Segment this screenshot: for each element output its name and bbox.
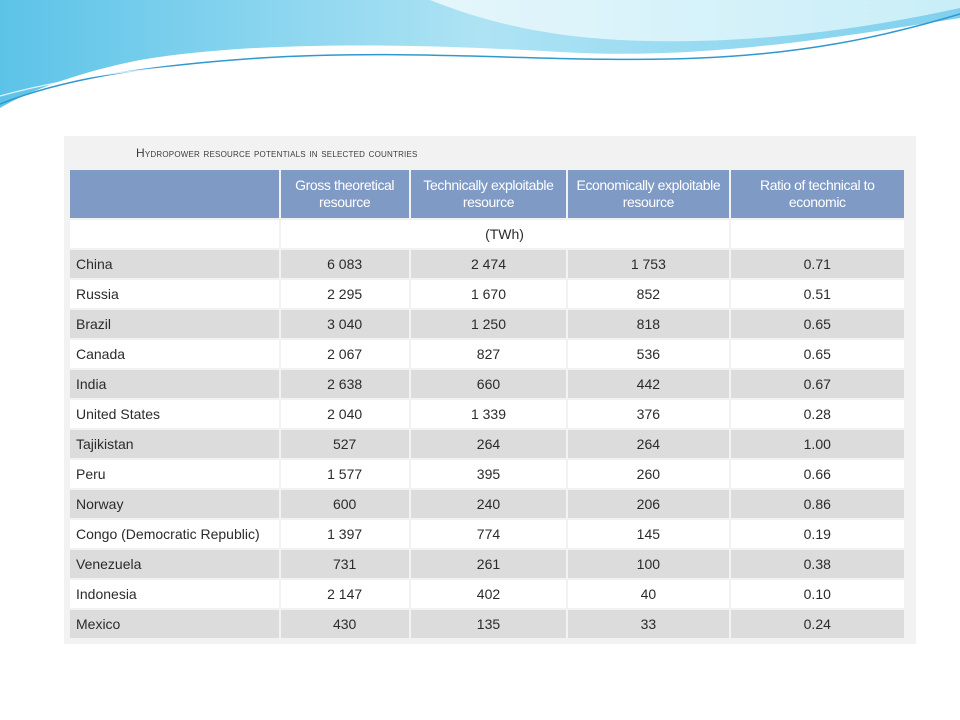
cell-technical: 1 339 [410,400,567,428]
cell-ratio: 0.38 [730,550,904,578]
cell-technical: 402 [410,580,567,608]
cell-country: Mexico [70,610,279,638]
cell-gross: 3 040 [280,310,409,338]
cell-country: Tajikistan [70,430,279,458]
table-row: Peru 1 577 395 260 0.66 [70,460,904,488]
cell-economic: 33 [568,610,729,638]
unit-row: (TWh) [70,220,904,248]
cell-gross: 6 083 [280,250,409,278]
table-row: China 6 083 2 474 1 753 0.71 [70,250,904,278]
cell-country: Congo (Democratic Republic) [70,520,279,548]
cell-gross: 2 147 [280,580,409,608]
cell-gross: 527 [280,430,409,458]
cell-technical: 774 [410,520,567,548]
cell-ratio: 0.71 [730,250,904,278]
cell-economic: 376 [568,400,729,428]
cell-ratio: 0.19 [730,520,904,548]
table-row: United States 2 040 1 339 376 0.28 [70,400,904,428]
cell-gross: 731 [280,550,409,578]
cell-economic: 852 [568,280,729,308]
decorative-wave-banner [0,0,960,108]
header-economic: Economically exploitable resource [568,170,729,218]
hydropower-table: Gross theoretical resource Technically e… [68,168,906,640]
cell-gross: 2 040 [280,400,409,428]
table-header-row: Gross theoretical resource Technically e… [70,170,904,218]
table-row: Indonesia 2 147 402 40 0.10 [70,580,904,608]
cell-country: Peru [70,460,279,488]
table-row: Brazil 3 040 1 250 818 0.65 [70,310,904,338]
cell-technical: 395 [410,460,567,488]
cell-technical: 1 670 [410,280,567,308]
cell-ratio: 0.51 [730,280,904,308]
header-ratio: Ratio of technical to economic [730,170,904,218]
cell-economic: 442 [568,370,729,398]
cell-country: United States [70,400,279,428]
header-technical: Technically exploitable resource [410,170,567,218]
unit-label: (TWh) [280,220,729,248]
cell-country: India [70,370,279,398]
cell-technical: 2 474 [410,250,567,278]
cell-ratio: 0.86 [730,490,904,518]
cell-technical: 135 [410,610,567,638]
cell-technical: 827 [410,340,567,368]
cell-ratio: 0.10 [730,580,904,608]
cell-economic: 536 [568,340,729,368]
cell-technical: 261 [410,550,567,578]
cell-gross: 2 638 [280,370,409,398]
cell-gross: 600 [280,490,409,518]
cell-ratio: 0.66 [730,460,904,488]
cell-country: Norway [70,490,279,518]
cell-ratio: 0.24 [730,610,904,638]
cell-economic: 100 [568,550,729,578]
cell-country: Brazil [70,310,279,338]
cell-country: Venezuela [70,550,279,578]
cell-economic: 818 [568,310,729,338]
table-row: Norway 600 240 206 0.86 [70,490,904,518]
table-row: Russia 2 295 1 670 852 0.51 [70,280,904,308]
table-row: Venezuela 731 261 100 0.38 [70,550,904,578]
cell-country: Russia [70,280,279,308]
cell-economic: 260 [568,460,729,488]
table-row: India 2 638 660 442 0.67 [70,370,904,398]
cell-ratio: 0.28 [730,400,904,428]
cell-country: Canada [70,340,279,368]
cell-economic: 1 753 [568,250,729,278]
cell-ratio: 0.67 [730,370,904,398]
cell-technical: 264 [410,430,567,458]
cell-technical: 240 [410,490,567,518]
cell-country: Indonesia [70,580,279,608]
cell-ratio: 0.65 [730,310,904,338]
cell-economic: 40 [568,580,729,608]
table-row: Tajikistan 527 264 264 1.00 [70,430,904,458]
cell-ratio: 0.65 [730,340,904,368]
cell-gross: 2 067 [280,340,409,368]
cell-gross: 430 [280,610,409,638]
cell-technical: 1 250 [410,310,567,338]
cell-country: China [70,250,279,278]
cell-gross: 2 295 [280,280,409,308]
table-row: Mexico 430 135 33 0.24 [70,610,904,638]
table-title: Hydropower resource potentials in select… [136,146,418,160]
cell-economic: 264 [568,430,729,458]
header-country [70,170,279,218]
cell-technical: 660 [410,370,567,398]
cell-economic: 145 [568,520,729,548]
cell-economic: 206 [568,490,729,518]
table-row: Canada 2 067 827 536 0.65 [70,340,904,368]
table-row: Congo (Democratic Republic) 1 397 774 145 0.… [70,520,904,548]
cell-gross: 1 397 [280,520,409,548]
cell-ratio: 1.00 [730,430,904,458]
header-gross: Gross theoretical resource [280,170,409,218]
cell-gross: 1 577 [280,460,409,488]
